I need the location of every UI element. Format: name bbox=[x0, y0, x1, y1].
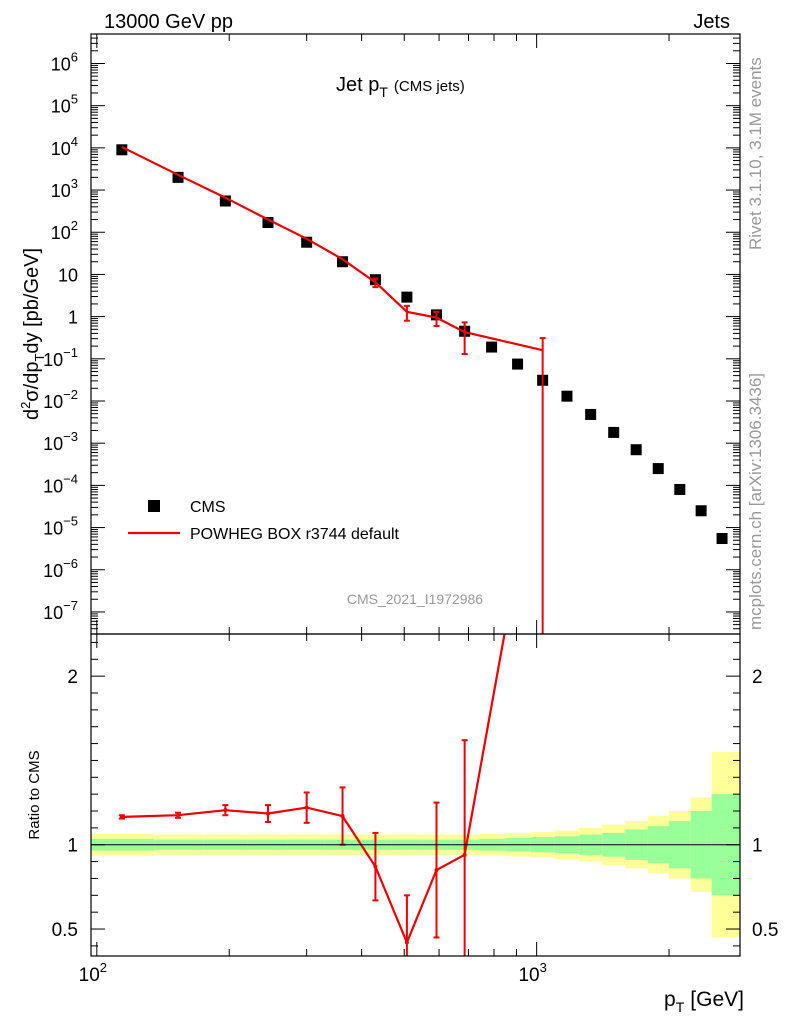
cms-data-point bbox=[116, 144, 128, 156]
cms-data-point bbox=[630, 444, 642, 456]
cms-data-point bbox=[262, 217, 274, 229]
cms-data-point bbox=[512, 358, 524, 370]
cms-data-point bbox=[219, 195, 231, 207]
ratio-plot-series bbox=[118, 634, 506, 956]
y-tick-label: 103 bbox=[51, 176, 78, 201]
y-tick-label: 105 bbox=[51, 92, 78, 117]
ratio-y-tick-labels: 0.5 0.5 1 1 2 2 bbox=[52, 667, 779, 941]
ratio-plot-frame bbox=[90, 633, 741, 957]
ratio-point bbox=[340, 814, 345, 819]
powheg-line bbox=[121, 146, 543, 352]
main-plot-frame bbox=[90, 33, 741, 635]
legend-cms-label: CMS bbox=[190, 499, 226, 516]
ratio-y-tick-label-right: 0.5 bbox=[752, 920, 778, 941]
cms-data-point bbox=[301, 236, 313, 248]
header-left: 13000 GeV pp bbox=[104, 11, 233, 33]
cms-data-point bbox=[172, 171, 184, 183]
cms-data-point bbox=[337, 256, 349, 268]
x-axis-label: pT [GeV] bbox=[664, 988, 744, 1015]
cms-data-point bbox=[561, 390, 573, 402]
svg-text:Rivet 3.1.10, 3.1M events: Rivet 3.1.10, 3.1M events bbox=[746, 57, 765, 250]
y-tick-label: 10−3 bbox=[43, 429, 78, 454]
ratio-y-tick-label: 0.5 bbox=[52, 920, 78, 941]
y-tick-label: 10−7 bbox=[43, 598, 78, 623]
y-tick-label: 102 bbox=[51, 218, 78, 243]
ratio-point bbox=[404, 940, 409, 945]
ratio-axis-ticks bbox=[91, 634, 740, 956]
ratio-y-tick-label: 2 bbox=[67, 667, 78, 688]
ratio-powheg-line bbox=[121, 634, 506, 946]
mcplots-info: mcplots.cern.ch [arXiv:1306.3436] bbox=[746, 373, 765, 630]
x-tick-label: 103 bbox=[518, 960, 546, 986]
y-tick-label: 10−1 bbox=[43, 345, 78, 370]
main-y-tick-labels: 10610510410310210110−110−210−310−410−510… bbox=[43, 49, 78, 622]
ratio-y-tick-label: 1 bbox=[67, 836, 78, 857]
svg-text:mcplots.cern.ch [arXiv:1306.34: mcplots.cern.ch [arXiv:1306.3436] bbox=[746, 373, 765, 630]
legend-powheg-label: POWHEG BOX r3744 default bbox=[190, 526, 400, 543]
y-tick-label: 10 bbox=[58, 265, 78, 285]
ratio-point bbox=[462, 852, 467, 857]
cms-data-point bbox=[674, 483, 686, 495]
svg-text:Ratio to CMS: Ratio to CMS bbox=[26, 750, 43, 839]
ratio-point bbox=[265, 811, 270, 816]
x-tick-label: 102 bbox=[79, 960, 107, 986]
x-tick-labels: 102 103 bbox=[79, 960, 547, 986]
ratio-point bbox=[176, 813, 181, 818]
rivet-info: Rivet 3.1.10, 3.1M events bbox=[746, 57, 765, 250]
ratio-point bbox=[119, 814, 124, 819]
legend-cms-marker bbox=[148, 500, 160, 512]
cms-data-point bbox=[486, 341, 498, 353]
analysis-watermark: CMS_2021_I1972986 bbox=[347, 591, 483, 607]
y-tick-label: 10−5 bbox=[43, 514, 78, 539]
main-plot-series bbox=[116, 144, 728, 634]
cms-data-point bbox=[716, 533, 728, 545]
main-axis-ticks bbox=[91, 33, 740, 635]
plot-title: Jet pT (CMS jets) bbox=[336, 74, 465, 100]
y-tick-label: 1 bbox=[68, 308, 78, 328]
y-tick-label: 10−6 bbox=[43, 556, 78, 581]
header-right: Jets bbox=[693, 11, 730, 33]
y-tick-label: 104 bbox=[51, 134, 78, 159]
cms-data-point bbox=[652, 463, 664, 475]
ratio-point bbox=[223, 808, 228, 813]
y-tick-label: 10−4 bbox=[43, 471, 78, 496]
ratio-point bbox=[434, 868, 439, 873]
legend: CMS POWHEG BOX r3744 default bbox=[128, 499, 400, 543]
cms-data-point bbox=[695, 505, 707, 517]
svg-text:d2σ/dpTdy [pb/GeV]: d2σ/dpTdy [pb/GeV] bbox=[18, 248, 47, 420]
ratio-y-tick-label-right: 1 bbox=[752, 836, 763, 857]
ratio-y-tick-label-right: 2 bbox=[752, 667, 763, 688]
cms-data-point bbox=[585, 408, 597, 420]
y-tick-label: 106 bbox=[51, 49, 78, 74]
y-tick-label: 10−2 bbox=[43, 387, 78, 412]
main-y-axis-label: d2σ/dpTdy [pb/GeV] bbox=[18, 248, 47, 420]
ratio-y-axis-label: Ratio to CMS bbox=[26, 750, 43, 839]
cms-data-point bbox=[608, 426, 620, 438]
cms-data-point bbox=[401, 291, 413, 303]
ratio-point bbox=[373, 864, 378, 869]
ratio-point bbox=[304, 805, 309, 810]
